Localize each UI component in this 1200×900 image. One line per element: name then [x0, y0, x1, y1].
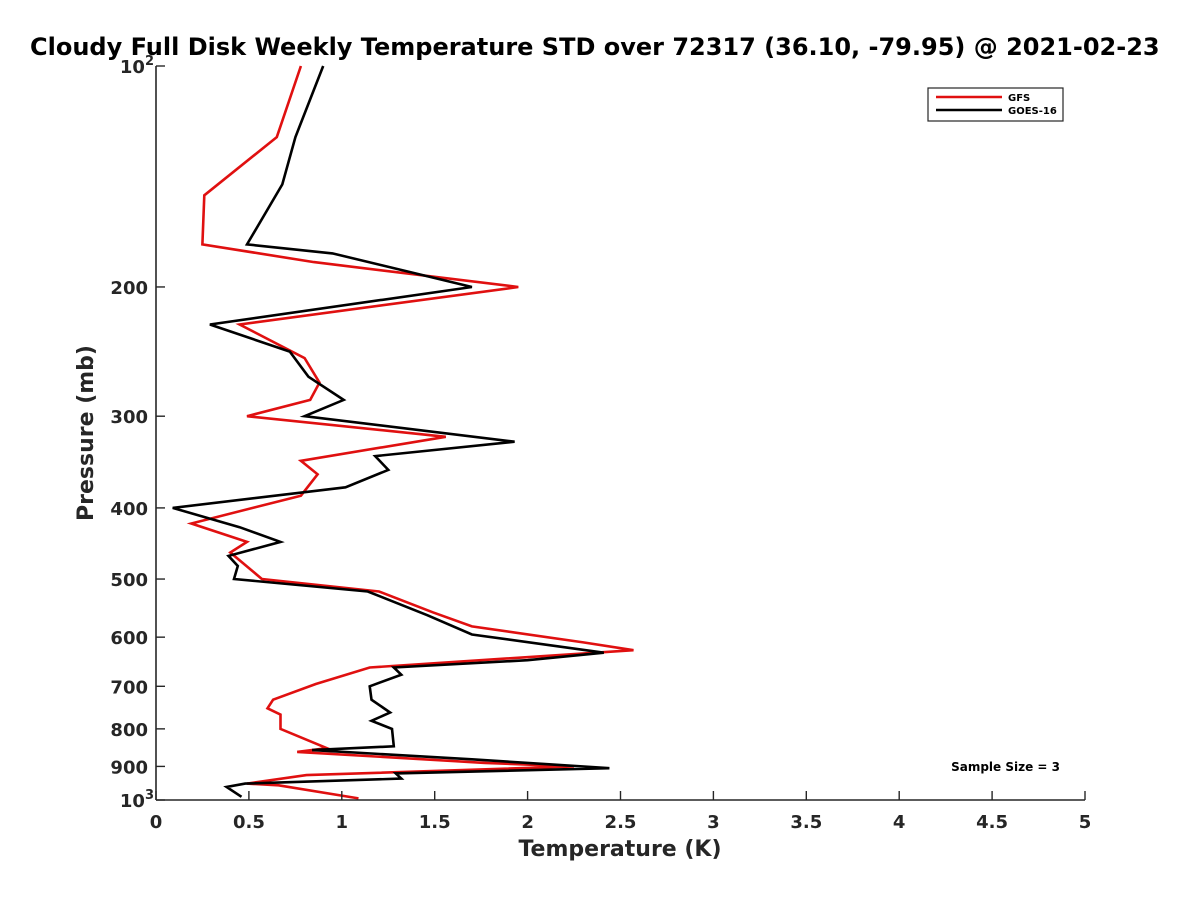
y-tick-label: 600 [110, 628, 148, 649]
y-tick-label: 700 [110, 677, 148, 698]
x-tick-label: 1 [336, 812, 349, 833]
y-tick-label: 103 [120, 788, 154, 812]
x-tick-label: 0.5 [233, 812, 265, 833]
x-tick-label: 0 [150, 812, 163, 833]
y-tick-label: 300 [110, 407, 148, 428]
legend-label-gfs: GFS [1008, 93, 1030, 104]
y-axis-label: Pressure (mb) [74, 345, 99, 521]
legend: GFS GOES-16 [927, 87, 1064, 122]
x-tick-label: 3 [707, 812, 720, 833]
x-tick-label: 3.5 [790, 812, 822, 833]
y-tick-label: 900 [110, 757, 148, 778]
x-tick-label: 4 [893, 812, 906, 833]
y-tick-label: 500 [110, 570, 148, 591]
x-axis-label: Temperature (K) [518, 837, 721, 862]
y-tick-label: 800 [110, 720, 148, 741]
y-tick-label: 102 [120, 54, 154, 78]
x-tick-label: 5 [1079, 812, 1092, 833]
series-line-goes-16 [172, 65, 610, 798]
y-tick-label: 200 [110, 278, 148, 299]
legend-label-goes-16: GOES-16 [1008, 106, 1057, 117]
y-tick-label: 400 [110, 499, 148, 520]
series-lines [172, 65, 634, 800]
axes: 0 0.5 1 1.5 2 2.5 3 3.5 4 4.5 5 102 200 300 400 500 600 7… [110, 54, 1091, 833]
x-tick-label: 4.5 [976, 812, 1008, 833]
legend-box [927, 87, 1064, 122]
series-line-gfs [186, 65, 634, 800]
sample-size-annotation: Sample Size = 3 [951, 760, 1060, 774]
x-tick-label: 2 [521, 812, 534, 833]
chart-title: Cloudy Full Disk Weekly Temperature STD … [30, 33, 1160, 61]
x-tick-label: 2.5 [605, 812, 637, 833]
x-tick-label: 1.5 [419, 812, 451, 833]
